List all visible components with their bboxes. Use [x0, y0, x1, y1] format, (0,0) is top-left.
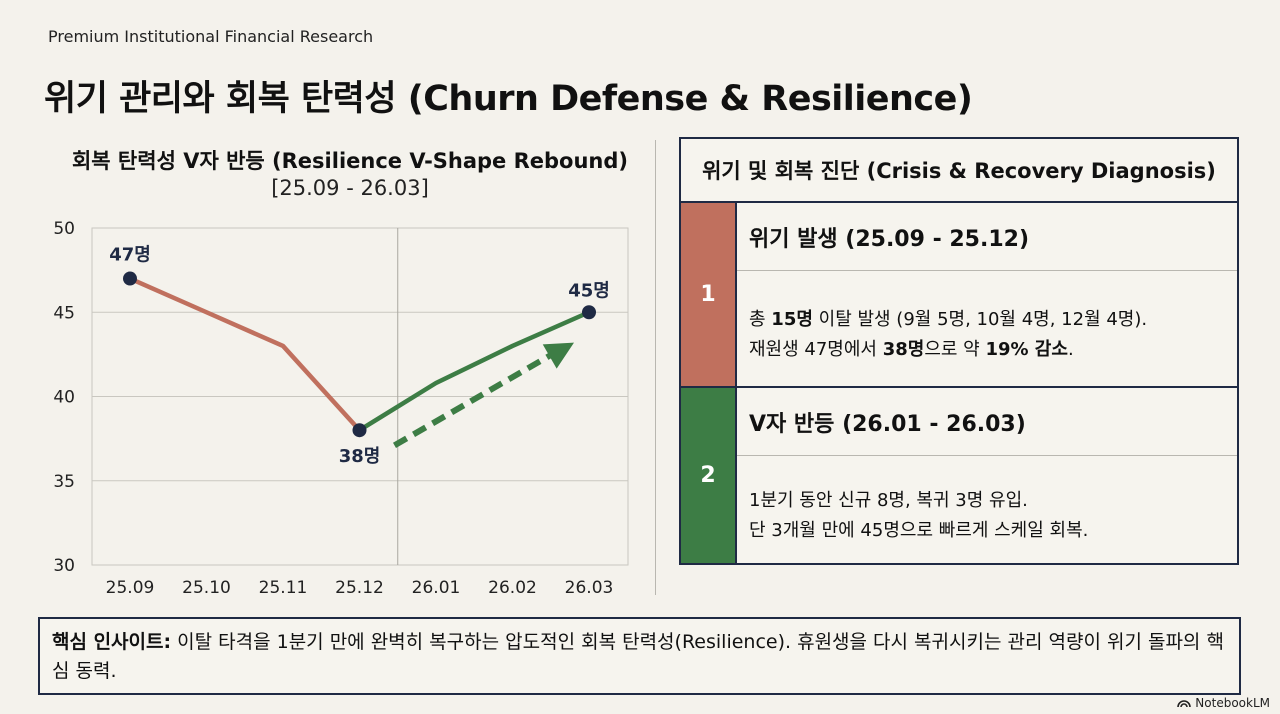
data-label: 45명 [568, 280, 610, 301]
chart-date-range: [25.09 - 26.03] [271, 176, 429, 200]
x-tick-label: 26.01 [412, 578, 461, 598]
vertical-divider [655, 140, 656, 595]
x-tick-label: 25.09 [106, 578, 155, 598]
stage-title: V자 반등 (26.01 - 26.03) [737, 388, 1237, 456]
data-point [582, 305, 596, 320]
line-chart: 30 35 40 45 50 25.09 25.10 25.11 25.12 26.01 26.02… [53, 219, 629, 598]
diagnosis-panel: 위기 및 회복 진단 (Crisis & Recovery Diagnosis)… [679, 137, 1239, 565]
data-label: 38명 [339, 446, 381, 467]
stage-number: 1 [681, 203, 737, 386]
rebound-line [358, 310, 590, 433]
x-tick-label: 25.12 [335, 578, 384, 598]
notebooklm-watermark: NotebookLM [1177, 696, 1270, 710]
y-tick-label: 40 [53, 388, 75, 408]
stage-description: 1분기 동안 신규 8명, 복귀 3명 유입. 단 3개월 만에 45명으로 빠… [749, 489, 1089, 541]
x-tick-label: 25.11 [259, 578, 308, 598]
stage-crisis: 1 위기 발생 (25.09 - 25.12) 총 15명 이탈 발생 (9월 … [681, 203, 1237, 388]
decline-line [129, 276, 362, 432]
diagnosis-header: 위기 및 회복 진단 (Crisis & Recovery Diagnosis) [681, 139, 1237, 203]
y-tick-label: 45 [53, 303, 75, 323]
eyebrow-label: Premium Institutional Financial Research [48, 27, 374, 46]
trend-arrow-head [542, 342, 574, 369]
insight-text: 이탈 타격을 1분기 만에 완벽히 복구하는 압도적인 회복 탄력성(Resil… [52, 631, 1224, 682]
y-tick-label: 50 [53, 219, 75, 239]
x-tick-label: 25.10 [182, 578, 231, 598]
stage-number: 2 [681, 388, 737, 563]
stage-title: 위기 발생 (25.09 - 25.12) [737, 203, 1237, 271]
insight-label: 핵심 인사이트: [52, 631, 172, 653]
stage-rebound: 2 V자 반등 (26.01 - 26.03) 1분기 동안 신규 8명, 복귀… [681, 388, 1237, 563]
x-tick-label: 26.03 [565, 578, 614, 598]
trend-arrow-shaft [392, 345, 564, 448]
page-title: 위기 관리와 회복 탄력성 (Churn Defense & Resilienc… [44, 79, 973, 119]
x-tick-label: 26.02 [488, 578, 537, 598]
data-label: 47명 [109, 245, 151, 266]
y-tick-label: 35 [53, 472, 75, 492]
chart-title: 회복 탄력성 V자 반등 (Resilience V-Shape Rebound… [71, 149, 629, 173]
data-point [123, 271, 137, 286]
stage-description: 총 15명 이탈 발생 (9월 5명, 10월 4명, 12월 4명). 재원생… [749, 308, 1148, 360]
y-tick-label: 30 [53, 556, 75, 576]
key-insight-box: 핵심 인사이트: 이탈 타격을 1분기 만에 완벽히 복구하는 압도적인 회복 … [38, 617, 1241, 695]
notebooklm-logo-icon [1177, 700, 1192, 708]
data-point [352, 423, 367, 438]
